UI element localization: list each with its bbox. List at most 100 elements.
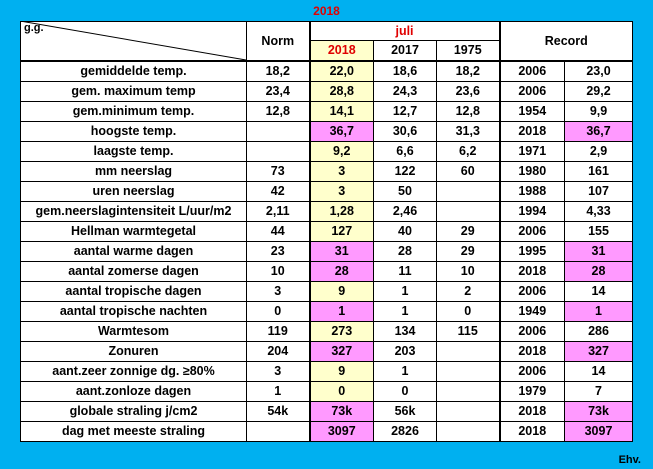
value-1975: 12,8: [436, 101, 501, 122]
record-year: 2018: [499, 421, 565, 442]
value-2018: 9: [308, 361, 374, 382]
gg-header: g.g.: [20, 21, 247, 62]
norm-value: 23: [246, 241, 310, 262]
value-1975: [436, 201, 501, 222]
record-value: 2,9: [563, 141, 634, 162]
norm-value: 3: [246, 361, 310, 382]
record-year: 2018: [499, 121, 565, 142]
value-1975: [436, 421, 501, 442]
record-year: 1971: [499, 141, 565, 162]
value-2017: 12,7: [373, 101, 437, 122]
value-1975: 23,6: [436, 81, 501, 102]
value-2017: 40: [373, 221, 437, 242]
record-year: 2006: [499, 361, 565, 382]
record-value: 29,2: [563, 81, 634, 102]
record-value: 286: [563, 321, 634, 342]
value-2017: 203: [373, 341, 437, 362]
value-2018: 1: [308, 301, 374, 322]
row-label: aant.zeer zonnige dg. ≥80%: [20, 361, 247, 382]
norm-value: 1: [246, 381, 310, 402]
value-2017: 0: [373, 381, 437, 402]
record-value: 3097: [563, 421, 634, 442]
table-row: gem.minimum temp. 12,8 14,1 12,7 12,8 1954 9,9: [20, 101, 634, 122]
record-value: 73k: [563, 401, 634, 422]
footer-location: Ehv.: [618, 454, 641, 466]
row-label: aantal tropische nachten: [20, 301, 247, 322]
table-row: Warmtesom 119 273 134 115 2006 286: [20, 321, 634, 342]
value-1975: [436, 361, 501, 382]
table-row: hoogste temp. 36,7 30,6 31,3 2018 36,7: [20, 121, 634, 142]
table-row: uren neerslag 42 3 50 1988 107: [20, 181, 634, 202]
table-row: aantal warme dagen 23 31 28 29 1995 31: [20, 241, 634, 262]
table-row: aantal tropische dagen 3 9 1 2 2006 14: [20, 281, 634, 302]
table-row: dag met meeste straling 3097 2826 2018 3097: [20, 421, 634, 442]
row-label: gemiddelde temp.: [20, 60, 247, 82]
record-value: 9,9: [563, 101, 634, 122]
value-2018: 36,7: [308, 121, 374, 142]
table-row: globale straling j/cm2 54k 73k 56k 2018 73k: [20, 401, 634, 422]
record-value: 4,33: [563, 201, 634, 222]
value-2018: 3097: [308, 421, 374, 442]
value-2018: 9: [308, 281, 374, 302]
table-row: mm neerslag 73 3 122 60 1980 161: [20, 161, 634, 182]
value-1975: [436, 341, 501, 362]
record-year: 1988: [499, 181, 565, 202]
row-label: aantal tropische dagen: [20, 281, 247, 302]
value-2017: 1: [373, 361, 437, 382]
table-row: aantal zomerse dagen 10 28 11 10 2018 28: [20, 261, 634, 282]
norm-value: 54k: [246, 401, 310, 422]
value-2017: 1: [373, 281, 437, 302]
record-year: 1995: [499, 241, 565, 262]
value-2017: 134: [373, 321, 437, 342]
value-2017: 56k: [373, 401, 437, 422]
record-year: 2006: [499, 81, 565, 102]
value-1975: 18,2: [436, 60, 501, 82]
record-year: 1994: [499, 201, 565, 222]
value-2018: 273: [308, 321, 374, 342]
record-value: 155: [563, 221, 634, 242]
record-year: 2018: [499, 401, 565, 422]
value-1975: 60: [436, 161, 501, 182]
value-2017: 122: [373, 161, 437, 182]
value-2017: 28: [373, 241, 437, 262]
value-2018: 73k: [308, 401, 374, 422]
value-2017: 2,46: [373, 201, 437, 222]
norm-value: [246, 421, 310, 442]
value-1975: 0: [436, 301, 501, 322]
norm-header: Norm: [246, 21, 310, 62]
record-value: 28: [563, 261, 634, 282]
value-2017: 50: [373, 181, 437, 202]
value-2018: 28,8: [308, 81, 374, 102]
table-row: Zonuren 204 327 203 2018 327: [20, 341, 634, 362]
record-year: 1949: [499, 301, 565, 322]
table-row: aant.zeer zonnige dg. ≥80% 3 9 1 2006 14: [20, 361, 634, 382]
row-label: aant.zonloze dagen: [20, 381, 247, 402]
row-label: Warmtesom: [20, 321, 247, 342]
record-year: 1980: [499, 161, 565, 182]
value-2017: 6,6: [373, 141, 437, 162]
record-year: 1979: [499, 381, 565, 402]
value-1975: 29: [436, 241, 501, 262]
norm-value: 10: [246, 261, 310, 282]
value-2018: 3: [308, 181, 374, 202]
value-2017: 1: [373, 301, 437, 322]
value-2018: 31: [308, 241, 374, 262]
table-row: gem. maximum temp 23,4 28,8 24,3 23,6 2006 29,…: [20, 81, 634, 102]
value-2017: 11: [373, 261, 437, 282]
row-label: Hellman warmtegetal: [20, 221, 247, 242]
norm-value: 119: [246, 321, 310, 342]
row-label: globale straling j/cm2: [20, 401, 247, 422]
record-value: 1: [563, 301, 634, 322]
record-value: 23,0: [563, 60, 634, 82]
norm-value: 204: [246, 341, 310, 362]
table-row: gemiddelde temp. 18,2 22,0 18,6 18,2 2006 23,0: [20, 60, 634, 82]
record-year: 2018: [499, 261, 565, 282]
table-row: aantal tropische nachten 0 1 1 0 1949 1: [20, 301, 634, 322]
record-year: 2006: [499, 221, 565, 242]
table-row: Hellman warmtegetal 44 127 40 29 2006 155: [20, 221, 634, 242]
value-1975: [436, 381, 501, 402]
row-label: Zonuren: [20, 341, 247, 362]
norm-value: [246, 121, 310, 142]
record-value: 7: [563, 381, 634, 402]
norm-value: 73: [246, 161, 310, 182]
